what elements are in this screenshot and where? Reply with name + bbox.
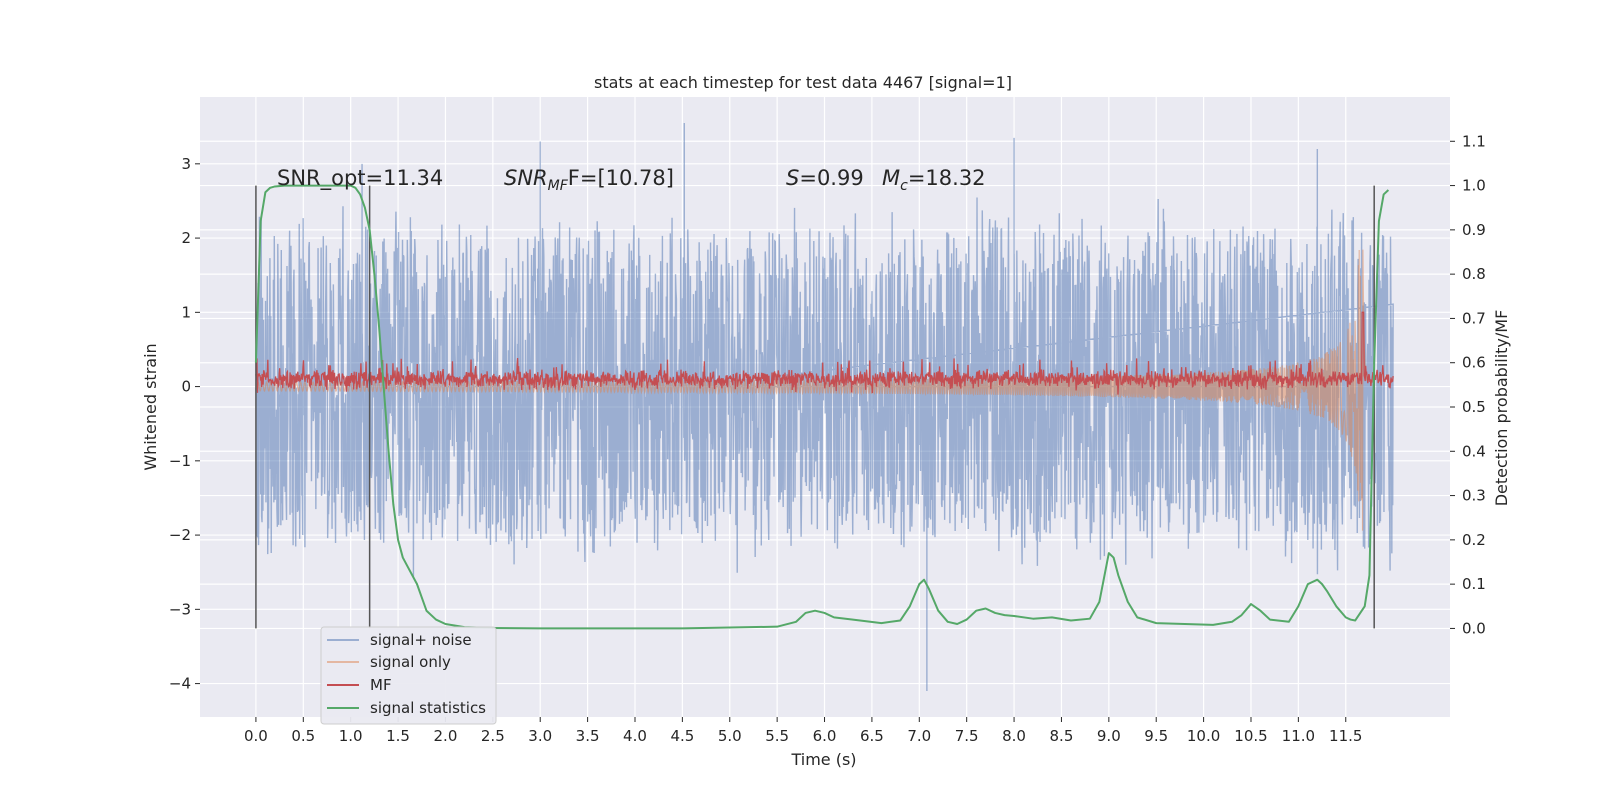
x-tick-label-9: 4.5	[670, 727, 694, 745]
annotations: SNR_opt=11.34 SNRMFF=[10.78] S=0.99 Mc=1…	[277, 166, 986, 194]
series-mf-line	[255, 311, 1394, 395]
y2-tick-label-11: 1.1	[1462, 132, 1486, 150]
y2-tick-label-6: 0.6	[1462, 354, 1486, 372]
y2-axis-ticks: 0.0 0.1 0.2 0.3 0.4 0.5 0.6 0.7 0.8 0.9 1.0 1.1	[1450, 132, 1486, 637]
x-tick-label-4: 2.0	[434, 727, 458, 745]
annotation-mc-sub: c	[900, 178, 908, 194]
y2-tick-label-1: 0.1	[1462, 575, 1486, 593]
legend-item-signal-noise: signal+ noise	[327, 631, 472, 649]
y2-tick-label-5: 0.5	[1462, 398, 1486, 416]
x-tick-label-0: 0.0	[244, 727, 268, 745]
legend-item-mf: MF	[327, 676, 392, 694]
mf-trace	[255, 311, 1394, 395]
legend-label-signal-only: signal only	[370, 653, 451, 671]
x-tick-label-8: 4.0	[623, 727, 647, 745]
legend: signal+ noise signal only MF signal stat…	[320, 626, 497, 725]
x-tick-label-20: 10.0	[1187, 727, 1220, 745]
annotation-mc-value: =18.32	[908, 166, 986, 190]
x-tick-label-2: 1.0	[339, 727, 363, 745]
y2-tick-label-4: 0.4	[1462, 442, 1486, 460]
x-tick-label-17: 8.5	[1050, 727, 1074, 745]
legend-box	[320, 626, 497, 725]
y2-tick-label-10: 1.0	[1462, 177, 1486, 195]
annotation-s: S=0.99	[786, 166, 864, 190]
annotation-s-value: =0.99	[799, 166, 863, 190]
signal-statistics-trace	[254, 184, 1390, 630]
annotation-snr-mf-value: F=[10.78]	[568, 166, 674, 190]
y-tick-label-3: −1	[169, 452, 191, 470]
y-axis-ticks: −4 −3 −2 −1 0 1 2 3	[169, 155, 200, 693]
legend-label-mf: MF	[370, 676, 392, 694]
x-tick-label-16: 8.0	[1002, 727, 1026, 745]
series-signal-statistics-line	[254, 184, 1390, 630]
annotation-snr-mf-sub: MF	[548, 178, 569, 194]
legend-item-signal-statistics: signal statistics	[327, 699, 486, 717]
legend-item-signal-only: signal only	[327, 653, 451, 671]
x-tick-label-18: 9.0	[1097, 727, 1121, 745]
annotation-snr-opt: SNR_opt=11.34	[277, 166, 443, 191]
x-tick-label-21: 10.5	[1234, 727, 1267, 745]
y-tick-label-6: 2	[181, 229, 191, 247]
x-tick-label-6: 3.0	[528, 727, 552, 745]
y2-tick-label-7: 0.7	[1462, 309, 1486, 327]
y-tick-label-0: −4	[169, 675, 191, 693]
signal-noise-trace	[255, 122, 1394, 692]
annotation-snr-mf-name: SNR	[504, 166, 548, 190]
x-tick-label-10: 5.0	[718, 727, 742, 745]
x-tick-label-12: 6.0	[813, 727, 837, 745]
y2-tick-label-0: 0.0	[1462, 619, 1486, 637]
annotation-s-name: S	[786, 166, 799, 190]
x-tick-label-15: 7.5	[955, 727, 979, 745]
annotation-snr-mf: SNRMFF=[10.78]	[504, 166, 674, 194]
x-tick-label-1: 0.5	[291, 727, 315, 745]
y2-tick-label-3: 0.3	[1462, 487, 1486, 505]
y-tick-label-7: 3	[181, 155, 191, 173]
legend-label-signal-statistics: signal statistics	[370, 699, 486, 717]
x-axis-label: Time (s)	[790, 750, 856, 769]
y-tick-label-4: 0	[181, 378, 191, 396]
annotation-mc: Mc=18.32	[882, 166, 986, 194]
x-axis-ticks: 0.0 0.5 1.0 1.5 2.0 2.5 3.0 3.5 4.0 4.5 5.0 5.5 6.0 6…	[244, 717, 1362, 745]
x-tick-label-19: 9.5	[1144, 727, 1168, 745]
x-tick-label-13: 6.5	[860, 727, 884, 745]
y-tick-label-1: −3	[169, 600, 191, 618]
x-tick-label-22: 11.0	[1282, 727, 1315, 745]
x-tick-label-5: 2.5	[481, 727, 505, 745]
y-axis-label: Whitened strain	[141, 343, 160, 470]
y2-tick-label-9: 0.9	[1462, 221, 1486, 239]
y-tick-label-2: −2	[169, 526, 191, 544]
x-tick-label-14: 7.0	[907, 727, 931, 745]
x-tick-label-3: 1.5	[386, 727, 410, 745]
annotation-mc-name: M	[882, 166, 900, 190]
x-tick-label-7: 3.5	[576, 727, 600, 745]
x-tick-label-23: 11.5	[1329, 727, 1362, 745]
y2-tick-label-8: 0.8	[1462, 265, 1486, 283]
series-signal-noise-line	[255, 122, 1394, 692]
y2-tick-label-2: 0.2	[1462, 531, 1486, 549]
x-tick-label-11: 5.5	[765, 727, 789, 745]
y2-axis-label: Detection probability/MF	[1492, 310, 1511, 507]
chart-title: stats at each timestep for test data 446…	[594, 73, 1012, 92]
legend-label-signal-noise: signal+ noise	[370, 631, 472, 649]
y-tick-label-5: 1	[181, 303, 191, 321]
